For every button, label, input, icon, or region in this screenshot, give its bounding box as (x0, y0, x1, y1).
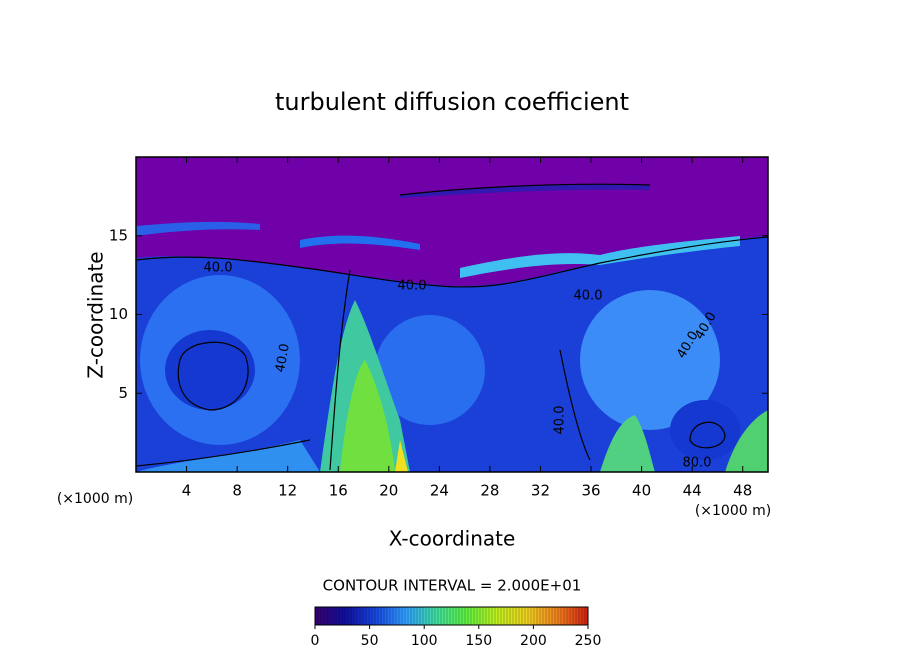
field (136, 157, 768, 472)
contour-interval: CONTOUR INTERVAL = 2.000E+01 (323, 577, 582, 595)
contour-label: 40.0 (574, 289, 603, 304)
y-tick-label: 10 (109, 305, 128, 323)
contour-label: 40.0 (273, 342, 293, 373)
contour-label: 40.0 (204, 261, 233, 276)
colorbar-tick-label: 0 (311, 633, 320, 649)
contour-label: 40.0 (553, 406, 568, 435)
colorbar-tick-label: 50 (361, 633, 379, 649)
colorbar-tick-label: 200 (520, 633, 547, 649)
x-tick-label: 32 (531, 482, 550, 500)
x-tick-label: 40 (632, 482, 651, 500)
y-tick-label: 15 (109, 226, 128, 244)
chart-title: turbulent diffusion coefficient (275, 88, 629, 116)
contour-label: 40.0 (398, 279, 427, 294)
x-tick-label: 44 (683, 482, 702, 500)
x-tick-label: 8 (232, 482, 242, 500)
x-axis-label: X-coordinate (389, 527, 516, 551)
x-tick-label: 28 (480, 482, 499, 500)
x-tick-label: 24 (430, 482, 449, 500)
colorbar (314, 606, 589, 626)
y-axis-label: Z-coordinate (84, 251, 108, 378)
x-tick-label: 20 (379, 482, 398, 500)
x-tick-label: 4 (182, 482, 192, 500)
x-tick-label: 12 (278, 482, 297, 500)
contour-label: 80.0 (683, 456, 712, 471)
colorbar-tick-label: 100 (411, 633, 438, 649)
x-unit-label: (×1000 m) (57, 491, 133, 507)
x-unit-label: (×1000 m) (695, 503, 771, 519)
x-tick-label: 16 (329, 482, 348, 500)
colorbar-tick-label: 150 (465, 633, 492, 649)
colorbar-tick-label: 250 (575, 633, 602, 649)
y-tick-label: 5 (118, 384, 128, 402)
x-tick-label: 48 (733, 482, 752, 500)
x-tick-label: 36 (581, 482, 600, 500)
